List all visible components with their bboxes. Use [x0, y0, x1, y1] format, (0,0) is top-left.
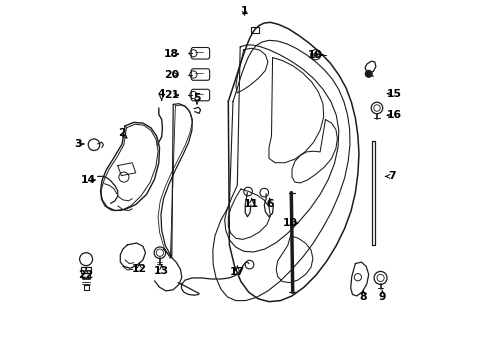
Circle shape — [313, 53, 317, 57]
Text: 15: 15 — [386, 89, 401, 99]
Text: 2: 2 — [118, 128, 125, 138]
Text: 20: 20 — [164, 69, 179, 80]
Text: 22: 22 — [78, 270, 94, 280]
Text: 14: 14 — [80, 175, 95, 185]
Text: 1: 1 — [240, 6, 248, 16]
Text: 3: 3 — [74, 139, 82, 149]
Text: 8: 8 — [359, 292, 366, 302]
Text: 21: 21 — [164, 90, 179, 100]
Text: 5: 5 — [193, 93, 200, 103]
Text: 12: 12 — [132, 264, 146, 274]
FancyBboxPatch shape — [191, 69, 209, 80]
Text: 7: 7 — [387, 171, 395, 181]
Text: 18: 18 — [164, 49, 179, 59]
Text: 11: 11 — [244, 199, 259, 210]
FancyBboxPatch shape — [191, 89, 209, 101]
Text: 4: 4 — [158, 89, 165, 99]
Text: 9: 9 — [378, 292, 386, 302]
Text: 16: 16 — [386, 110, 401, 120]
Text: 13: 13 — [154, 266, 169, 276]
Text: 17: 17 — [229, 267, 244, 277]
Circle shape — [365, 70, 371, 77]
Text: 6: 6 — [265, 199, 273, 210]
FancyBboxPatch shape — [191, 48, 209, 59]
Text: 10: 10 — [283, 218, 298, 228]
Text: 19: 19 — [307, 50, 323, 60]
